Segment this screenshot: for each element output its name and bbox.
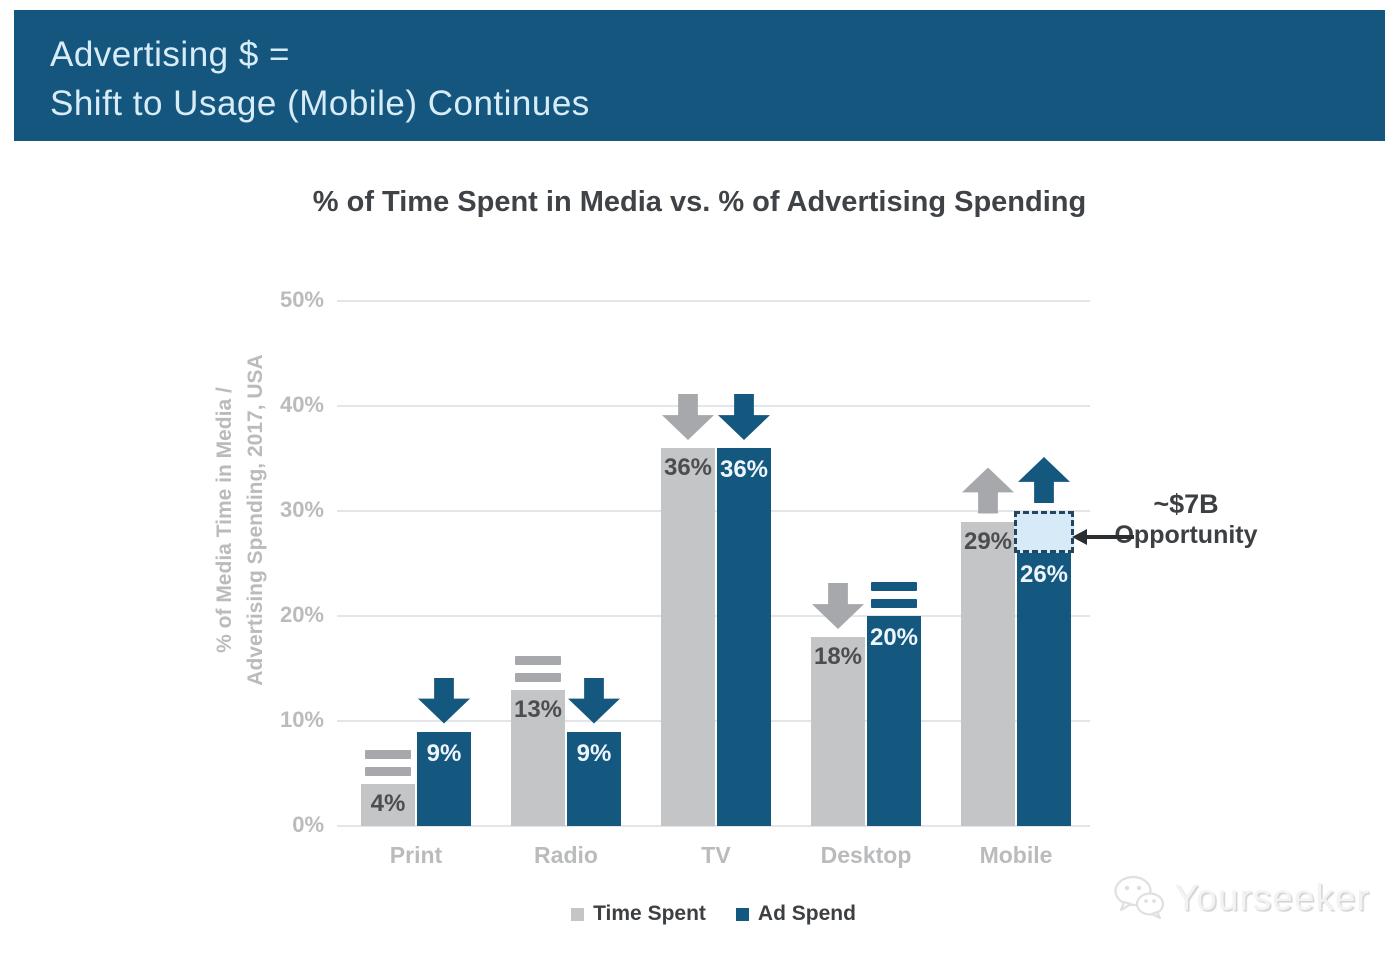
- banner-title-line-2: Shift to Usage (Mobile) Continues: [50, 84, 590, 123]
- flat-bar: [515, 672, 561, 682]
- annotation-line-1: ~$7B: [1153, 489, 1219, 519]
- x-axis-label-print: Print: [389, 842, 443, 868]
- wechat-icon: [1114, 875, 1165, 920]
- bar-ad-spend-desktop: [867, 616, 921, 826]
- annotation-line-2: Opportunity: [1114, 521, 1258, 549]
- annotation-arrow-icon: [1070, 529, 1134, 545]
- watermark-text: Yourseeker: [1174, 877, 1370, 918]
- bar-time-spent-tv: [661, 448, 715, 826]
- bar-value-label-time-spent-print: 4%: [370, 790, 406, 817]
- y-tick-label-10: 10%: [279, 707, 324, 732]
- trend-down-arrow-icon-ad-spend-print: [418, 677, 470, 724]
- bar-ad-spend-radio: [567, 731, 621, 826]
- bar-value-label-ad-spend-tv: 36%: [719, 456, 769, 483]
- bar-ad-spend-mobile: [1017, 553, 1071, 826]
- y-tick-label-0: 0%: [292, 812, 324, 837]
- bar-value-label-ad-spend-print: 9%: [426, 739, 462, 767]
- legend-item-ad-spend: Ad Spend: [735, 902, 856, 926]
- slide-banner: Advertising $ = Shift to Usage (Mobile) …: [14, 10, 1385, 141]
- y-tick-label-20: 20%: [279, 602, 324, 627]
- trend-flat-icon-ad-spend-desktop: [871, 582, 917, 608]
- bar-value-label-ad-spend-desktop: 20%: [869, 624, 919, 651]
- trend-up-arrow-icon-time-spent-mobile: [962, 467, 1014, 514]
- time-spent-swatch-icon: [571, 907, 585, 921]
- trend-down-arrow-icon-ad-spend-radio: [568, 677, 620, 724]
- y-tick-label-30: 30%: [279, 497, 324, 522]
- flat-bar: [871, 599, 917, 608]
- bar-value-label-time-spent-mobile: 29%: [963, 527, 1013, 555]
- bar-value-label-time-spent-radio: 13%: [513, 695, 563, 723]
- trend-down-arrow-icon-ad-spend-tv: [718, 394, 770, 440]
- trend-down-arrow-icon-time-spent-tv: [662, 394, 714, 440]
- trend-flat-icon-time-spent-print: [365, 750, 411, 776]
- gridline-0: [337, 825, 1090, 827]
- x-axis-label-tv: TV: [701, 842, 731, 868]
- flat-bar: [871, 582, 917, 591]
- legend-item-time-spent: Time Spent: [571, 902, 706, 926]
- bar-ad-spend-tv: [717, 448, 771, 826]
- bar-time-spent-mobile: [961, 521, 1015, 826]
- bar-value-label-time-spent-desktop: 18%: [813, 643, 863, 670]
- ad-spend-swatch-icon: [735, 907, 749, 921]
- bar-ad-spend-print: [417, 731, 471, 826]
- legend-label-ad-spend: Ad Spend: [757, 902, 856, 925]
- x-axis-label-radio: Radio: [534, 842, 598, 868]
- banner-title-line-1: Advertising $ =: [50, 35, 290, 74]
- flat-bar: [365, 750, 411, 759]
- watermark: Yourseeker: [1112, 874, 1370, 922]
- bar-time-spent-print: [361, 784, 415, 826]
- annotation-text: ~$7B Opportunity: [1111, 488, 1261, 550]
- bar-time-spent-radio: [511, 689, 565, 826]
- bar-value-label-ad-spend-radio: 9%: [576, 739, 612, 767]
- y-tick-label-50: 50%: [279, 287, 324, 312]
- bar-time-spent-desktop: [811, 637, 865, 826]
- annotation-arrow-line: [1086, 535, 1134, 539]
- trend-flat-icon-time-spent-radio: [515, 655, 561, 682]
- gridline-40: [337, 405, 1090, 407]
- x-axis-label-desktop: Desktop: [820, 842, 912, 868]
- legend: Time Spent Ad Spend: [337, 902, 1090, 926]
- x-axis-label-mobile: Mobile: [979, 842, 1053, 868]
- y-tick-label-40: 40%: [279, 392, 324, 417]
- annotation-arrow-head: [1072, 529, 1087, 545]
- bar-value-label-ad-spend-mobile: 26%: [1019, 561, 1069, 588]
- flat-bar: [515, 655, 561, 665]
- trend-up-arrow-icon-ad-spend-mobile: [1018, 457, 1070, 503]
- gridline-50: [337, 300, 1090, 302]
- legend-label-time-spent: Time Spent: [593, 902, 706, 925]
- opportunity-box: [1014, 511, 1074, 553]
- flat-bar: [365, 767, 411, 776]
- bar-value-label-time-spent-tv: 36%: [663, 454, 713, 481]
- chart-title: % of Time Spent in Media vs. % of Advert…: [312, 186, 1087, 218]
- trend-down-arrow-icon-time-spent-desktop: [812, 583, 864, 629]
